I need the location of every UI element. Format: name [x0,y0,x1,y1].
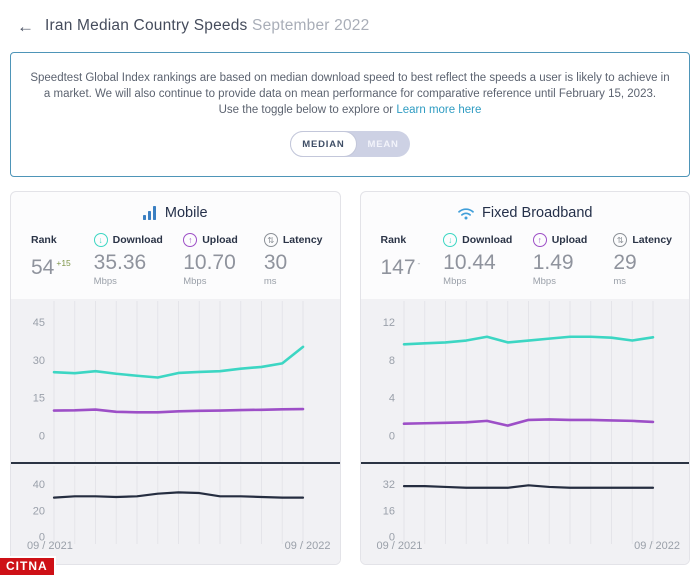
latency-icon: ⇅ [263,233,278,247]
svg-text:30: 30 [33,355,45,367]
fixed-stat-upload: ↑ Upload 1.49 Mbps [532,232,614,293]
back-arrow-icon[interactable]: ← [17,16,34,36]
toggle-option-mean[interactable]: MEAN [367,138,399,150]
x-label-start: 09 / 2021 [376,540,423,552]
panels-row: Mobile Rank 54 +15 ↓ Download 35.36 Mbps ↑… [10,191,690,565]
citna-logo: CITNA [0,556,56,575]
svg-text:0: 0 [39,431,45,443]
latency-icon: ⇅ [613,233,628,247]
page-title-date: September 2022 [252,17,370,34]
download-label: Download [112,234,163,246]
download-value: 10.44 [443,251,496,274]
svg-text:0: 0 [39,532,45,544]
mobile-stat-download: ↓ Download 35.36 Mbps [93,232,184,293]
latency-value: 30 [263,251,288,274]
mobile-x-axis: 09 / 2021 09 / 2022 [11,540,340,564]
fixed-stat-latency: ⇅ Latency 29 ms [613,232,679,293]
notice-box: Speedtest Global Index rankings are base… [10,52,690,177]
fixed-charts: 12 8 4 0 32 16 0 09 / 2021 09 / 2022 [360,299,690,564]
rank-label: Rank [380,234,407,246]
page-title-main: Iran Median Country Speeds [45,17,248,34]
svg-text:40: 40 [33,479,45,491]
download-icon: ↓ [443,233,458,247]
wifi-icon [457,207,475,220]
upload-value: 1.49 [532,251,574,274]
fixed-stat-rank: Rank 147- [381,232,444,293]
download-icon: ↓ [93,233,108,247]
upload-unit: Mbps [183,276,207,287]
x-label-start: 09 / 2021 [27,540,73,552]
svg-text:0: 0 [388,431,394,443]
rank-label: Rank [31,234,57,246]
latency-unit: ms [613,276,626,287]
page-header: ← Iran Median Country Speeds September 2… [0,0,700,46]
upload-label: Upload [551,234,588,246]
upload-unit: Mbps [532,276,556,287]
latency-unit: ms [263,276,277,287]
svg-text:8: 8 [388,355,394,367]
upload-icon: ↑ [532,233,547,247]
svg-text:16: 16 [382,505,394,517]
svg-text:32: 32 [382,479,394,491]
notice-text: Speedtest Global Index rankings are base… [29,70,671,118]
fixed-broadband-panel: Fixed Broadband Rank 147- ↓ Download 10.4… [359,191,690,565]
upload-label: Upload [202,234,238,246]
page-title: Iran Median Country Speeds September 202… [45,17,369,35]
learn-more-link[interactable]: Learn more here [396,104,482,116]
mobile-stat-latency: ⇅ Latency 30 ms [263,232,330,293]
fixed-latency-section: 32 16 0 [360,462,689,544]
download-unit: Mbps [443,276,467,287]
svg-text:12: 12 [382,317,394,329]
fixed-panel-title-label: Fixed Broadband [482,205,593,221]
mobile-stat-rank: Rank 54 +15 [31,232,94,293]
fixed-speed-line-chart: 12 8 4 0 [382,301,654,462]
rank-value: 147 [380,256,416,279]
latency-value: 29 [613,251,637,274]
notice-body: Speedtest Global Index rankings are base… [30,72,670,100]
svg-text:0: 0 [388,532,394,544]
mobile-panel-title: Mobile [11,192,340,230]
mobile-panel-title-label: Mobile [164,205,208,221]
download-unit: Mbps [93,276,117,287]
signal-bars-icon [142,206,158,220]
x-label-end: 09 / 2022 [634,540,680,552]
mobile-charts: 45 30 15 0 40 20 0 09 / 2021 09 / 2022 [11,299,340,564]
svg-text:45: 45 [33,317,45,329]
fixed-panel-title: Fixed Broadband [361,192,690,230]
fixed-stats: Rank 147- ↓ Download 10.44 Mbps ↑ Upload 1… [361,230,690,299]
latency-label: Latency [632,234,672,246]
fixed-x-axis: 09 / 2021 09 / 2022 [361,540,690,564]
notice-toggle-prompt: Use the toggle below to explore or [218,104,394,116]
mobile-stats: Rank 54 +15 ↓ Download 35.36 Mbps ↑ Upload … [11,230,340,299]
download-label: Download [462,234,513,246]
fixed-stat-download: ↓ Download 10.44 Mbps [443,232,533,293]
latency-label: Latency [282,234,323,246]
fixed-latency-line-chart: 32 16 0 [382,466,654,544]
rank-change-badge: +15 [56,258,71,268]
mobile-stat-upload: ↑ Upload 10.70 Mbps [183,232,264,293]
download-value: 35.36 [93,251,147,274]
svg-text:4: 4 [388,393,394,405]
toggle-option-median[interactable]: MEDIAN [290,131,357,157]
mobile-speed-line-chart: 45 30 15 0 [33,301,305,462]
mobile-latency-line-chart: 40 20 0 [33,466,305,544]
svg-text:15: 15 [33,393,45,405]
upload-icon: ↑ [183,233,198,247]
x-label-end: 09 / 2022 [284,540,331,552]
mobile-latency-section: 40 20 0 [11,462,340,544]
rank-change-badge: - [417,258,421,268]
rank-value: 54 [31,256,55,279]
median-mean-toggle: MEDIAN MEAN [290,131,410,157]
upload-value: 10.70 [183,251,236,274]
svg-text:20: 20 [33,505,45,517]
mobile-panel: Mobile Rank 54 +15 ↓ Download 35.36 Mbps ↑… [10,191,341,565]
